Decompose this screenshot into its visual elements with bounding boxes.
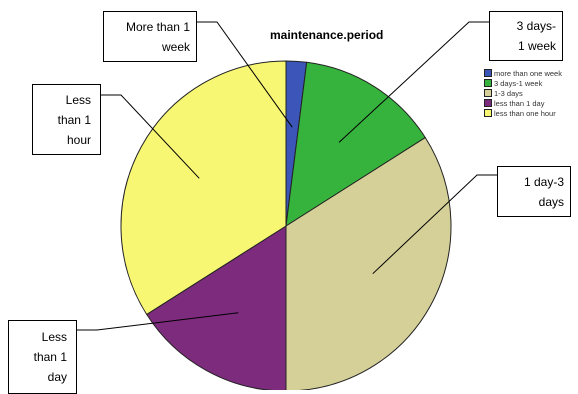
callout-label: Less than 1 hour — [57, 92, 91, 147]
callout-label: Less than 1 day — [33, 330, 67, 384]
leader-line — [101, 94, 200, 179]
legend-label: less than one hour — [494, 108, 556, 118]
leader-line — [197, 21, 293, 128]
leader-line — [338, 21, 489, 143]
callout-1-day-3-days: 1 day-3 days — [497, 166, 571, 217]
legend-item: 1-3 days — [484, 88, 562, 98]
callout-less-than-1-day: Less than 1 day — [8, 320, 77, 394]
pie-slice — [120, 60, 287, 316]
chart-title: maintenance.period — [270, 28, 384, 42]
legend-swatch — [484, 109, 492, 117]
callout-leader-lines — [77, 21, 497, 331]
leader-line — [77, 312, 239, 331]
legend-label: 1-3 days — [494, 88, 523, 98]
legend-swatch — [484, 89, 492, 97]
legend-label: 3 days-1 week — [494, 78, 543, 88]
pie-slices — [120, 60, 452, 390]
legend-swatch — [484, 79, 492, 87]
leader-line — [372, 174, 497, 275]
callout-label: 1 day-3 days — [523, 174, 564, 209]
callout-more-than-1-week: More than 1 week — [103, 11, 197, 62]
callout-label: 3 days- 1 week — [516, 19, 556, 53]
legend-item: less than 1 day — [484, 98, 562, 108]
legend-item: more than one week — [484, 68, 562, 78]
legend-item: less than one hour — [484, 108, 562, 118]
legend-swatch — [484, 99, 492, 107]
legend: more than one week 3 days-1 week 1-3 day… — [484, 68, 562, 118]
pie-slice — [285, 136, 452, 390]
pie-slice — [145, 225, 287, 390]
callout-less-than-1-hour: Less than 1 hour — [32, 84, 101, 155]
legend-item: 3 days-1 week — [484, 78, 562, 88]
pie-slice — [285, 61, 427, 227]
legend-swatch — [484, 69, 492, 77]
callout-3-days-1-week: 3 days- 1 week — [489, 11, 563, 61]
legend-label: less than 1 day — [494, 98, 545, 108]
callout-label: More than 1 week — [125, 19, 190, 54]
legend-label: more than one week — [494, 68, 562, 78]
